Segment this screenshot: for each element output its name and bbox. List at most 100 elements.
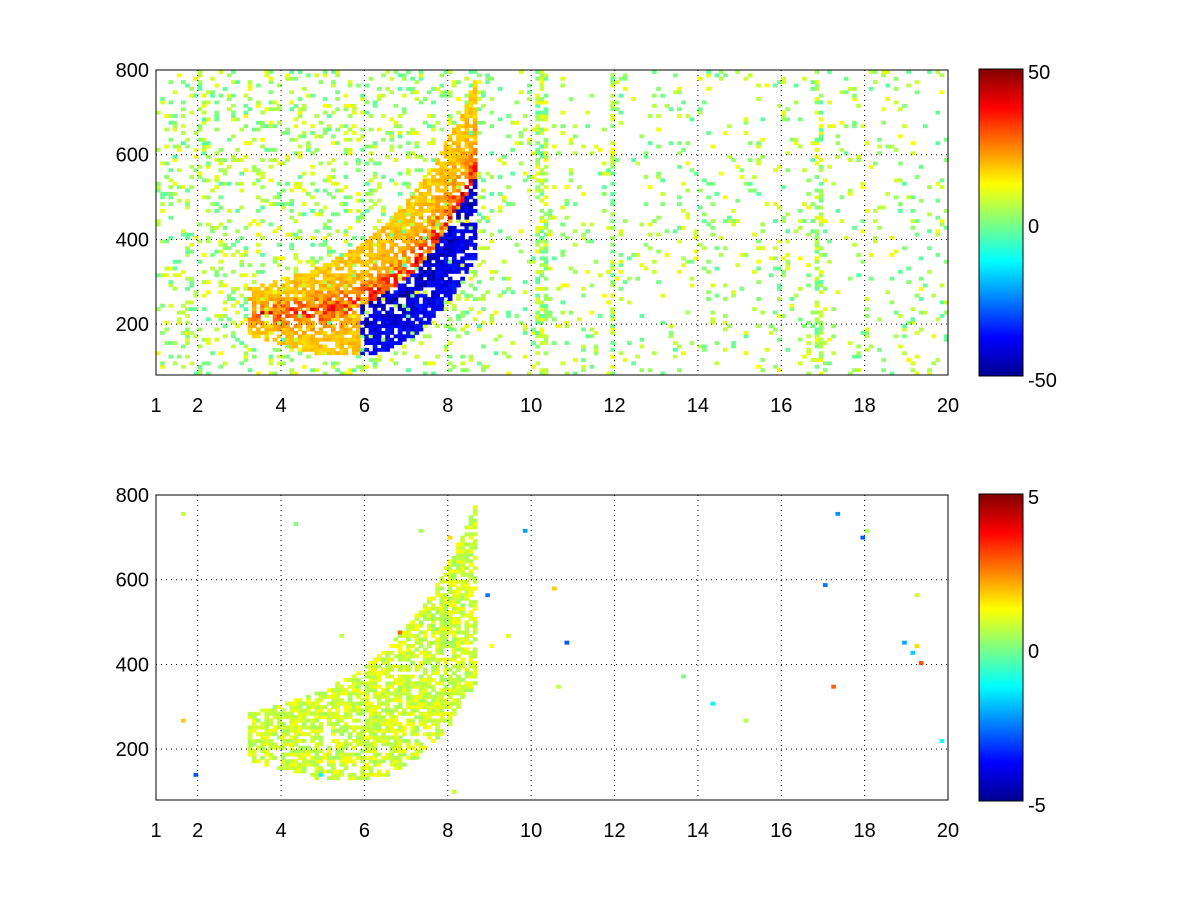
top-heatmap-cell <box>543 317 549 322</box>
top-heatmap-cell <box>727 324 732 329</box>
top-heatmap-cell <box>543 293 549 298</box>
bottom-heatmap-cell <box>264 708 270 713</box>
top-heatmap-cell <box>522 178 528 183</box>
bottom-heatmap-cell <box>443 593 449 598</box>
top-heatmap-cell <box>881 73 886 78</box>
top-heatmap-cell <box>656 171 661 176</box>
top-heatmap-cell <box>376 286 382 291</box>
top-heatmap-cell <box>410 205 415 210</box>
top-heatmap-cell <box>256 317 261 322</box>
bottom-heatmap-cell <box>447 688 453 693</box>
top-heatmap-cell <box>581 327 586 332</box>
top-heatmap-cell <box>814 246 820 251</box>
top-heatmap-cell <box>564 185 570 190</box>
top-heatmap-cell <box>314 368 320 373</box>
top-heatmap-cell <box>785 259 791 264</box>
bottom-heatmap-cell <box>372 664 378 669</box>
top-heatmap-cell <box>372 175 378 179</box>
top-heatmap-cell <box>276 320 282 325</box>
top-heatmap-cell <box>439 249 445 254</box>
top-heatmap-cell <box>902 181 907 186</box>
top-heatmap-cell <box>543 219 549 223</box>
top-heatmap-cell <box>322 371 328 376</box>
bottom-heatmap-cell <box>364 725 370 730</box>
top-heatmap-cell <box>435 266 440 271</box>
top-heatmap-cell <box>422 280 428 284</box>
top-heatmap-cell <box>664 103 670 108</box>
bottom-heatmap-cell <box>389 681 395 686</box>
top-heatmap-cell <box>293 337 299 342</box>
top-heatmap-cell <box>206 90 211 95</box>
top-heatmap-cell <box>218 93 224 98</box>
bottom-heatmap-cell <box>372 671 378 676</box>
bottom-heatmap-cell <box>356 671 361 676</box>
top-heatmap-cell <box>610 93 616 98</box>
top-heatmap-cell <box>431 198 436 203</box>
top-heatmap-cell <box>552 256 557 261</box>
top-heatmap-cell <box>435 307 440 312</box>
top-heatmap-cell <box>856 154 861 159</box>
top-heatmap-cell <box>164 175 170 179</box>
top-heatmap-cell <box>660 178 666 183</box>
top-heatmap-cell <box>435 171 440 176</box>
top-heatmap-cell <box>464 229 470 234</box>
top-heatmap-cell <box>439 263 445 268</box>
bottom-heatmap-cell <box>272 725 278 730</box>
top-heatmap-cell <box>885 97 891 101</box>
bottom-heatmap-cell <box>410 674 415 679</box>
top-heatmap-cell <box>276 225 282 230</box>
bottom-heatmap-cell <box>397 739 403 743</box>
top-heatmap-cell <box>852 225 857 230</box>
top-heatmap-cell <box>401 256 407 261</box>
bottom-heatmap-cell <box>331 722 336 726</box>
top-heatmap-cell <box>381 253 386 257</box>
top-heatmap-cell <box>356 314 361 318</box>
top-heatmap-cell <box>589 310 595 315</box>
top-heatmap-cell <box>460 205 465 210</box>
top-heatmap-cell <box>872 161 878 166</box>
bottom-heatmap-cell <box>456 698 461 703</box>
top-heatmap-cell <box>289 334 295 339</box>
top-heatmap-cell <box>364 300 370 305</box>
top-heatmap-cell <box>268 202 274 207</box>
top-heatmap-cell <box>285 324 290 329</box>
top-heatmap-cell <box>264 293 270 298</box>
bottom-heatmap-cell <box>401 762 407 767</box>
top-heatmap-cell <box>331 364 336 369</box>
top-heatmap-cell <box>581 286 586 291</box>
bottom-heatmap-cell <box>293 701 299 706</box>
top-colorbar-gradient <box>978 68 1024 377</box>
top-heatmap-cell <box>451 171 457 176</box>
top-heatmap-cell <box>443 154 449 159</box>
bottom-heatmap-cell <box>447 715 453 720</box>
top-heatmap-cell <box>260 158 265 162</box>
bottom-heatmap-cell <box>422 603 428 608</box>
top-heatmap-cell <box>343 229 349 234</box>
top-heatmap-cell <box>201 141 207 146</box>
top-heatmap-cell <box>172 90 178 95</box>
bottom-heatmap-cell <box>422 671 428 676</box>
bottom-heatmap-cell <box>310 749 315 754</box>
top-heatmap-cell <box>447 114 453 118</box>
top-heatmap-cell <box>401 249 407 254</box>
top-heatmap-cell <box>381 212 386 217</box>
top-heatmap-cell <box>356 334 361 339</box>
bottom-heatmap-cell <box>902 640 907 645</box>
top-heatmap-cell <box>935 229 941 234</box>
top-heatmap-cell <box>501 161 507 166</box>
top-heatmap-cell <box>385 283 390 288</box>
bottom-heatmap-cell <box>397 711 403 716</box>
bottom-heatmap-cell <box>435 694 440 699</box>
bottom-heatmap-cell <box>193 772 199 777</box>
bottom-heatmap-cell <box>339 715 345 720</box>
top-heatmap-cell <box>293 256 299 261</box>
top-heatmap-cell <box>406 303 411 308</box>
top-heatmap-cell <box>877 137 882 142</box>
bottom-heatmap-cell <box>389 725 395 730</box>
bottom-heatmap-cell <box>460 637 465 642</box>
bottom-heatmap-cell <box>351 725 357 730</box>
bottom-heatmap-cell <box>281 711 286 716</box>
top-heatmap-cell <box>793 83 799 88</box>
top-heatmap-cell <box>376 185 382 190</box>
top-heatmap-cell <box>735 198 741 203</box>
